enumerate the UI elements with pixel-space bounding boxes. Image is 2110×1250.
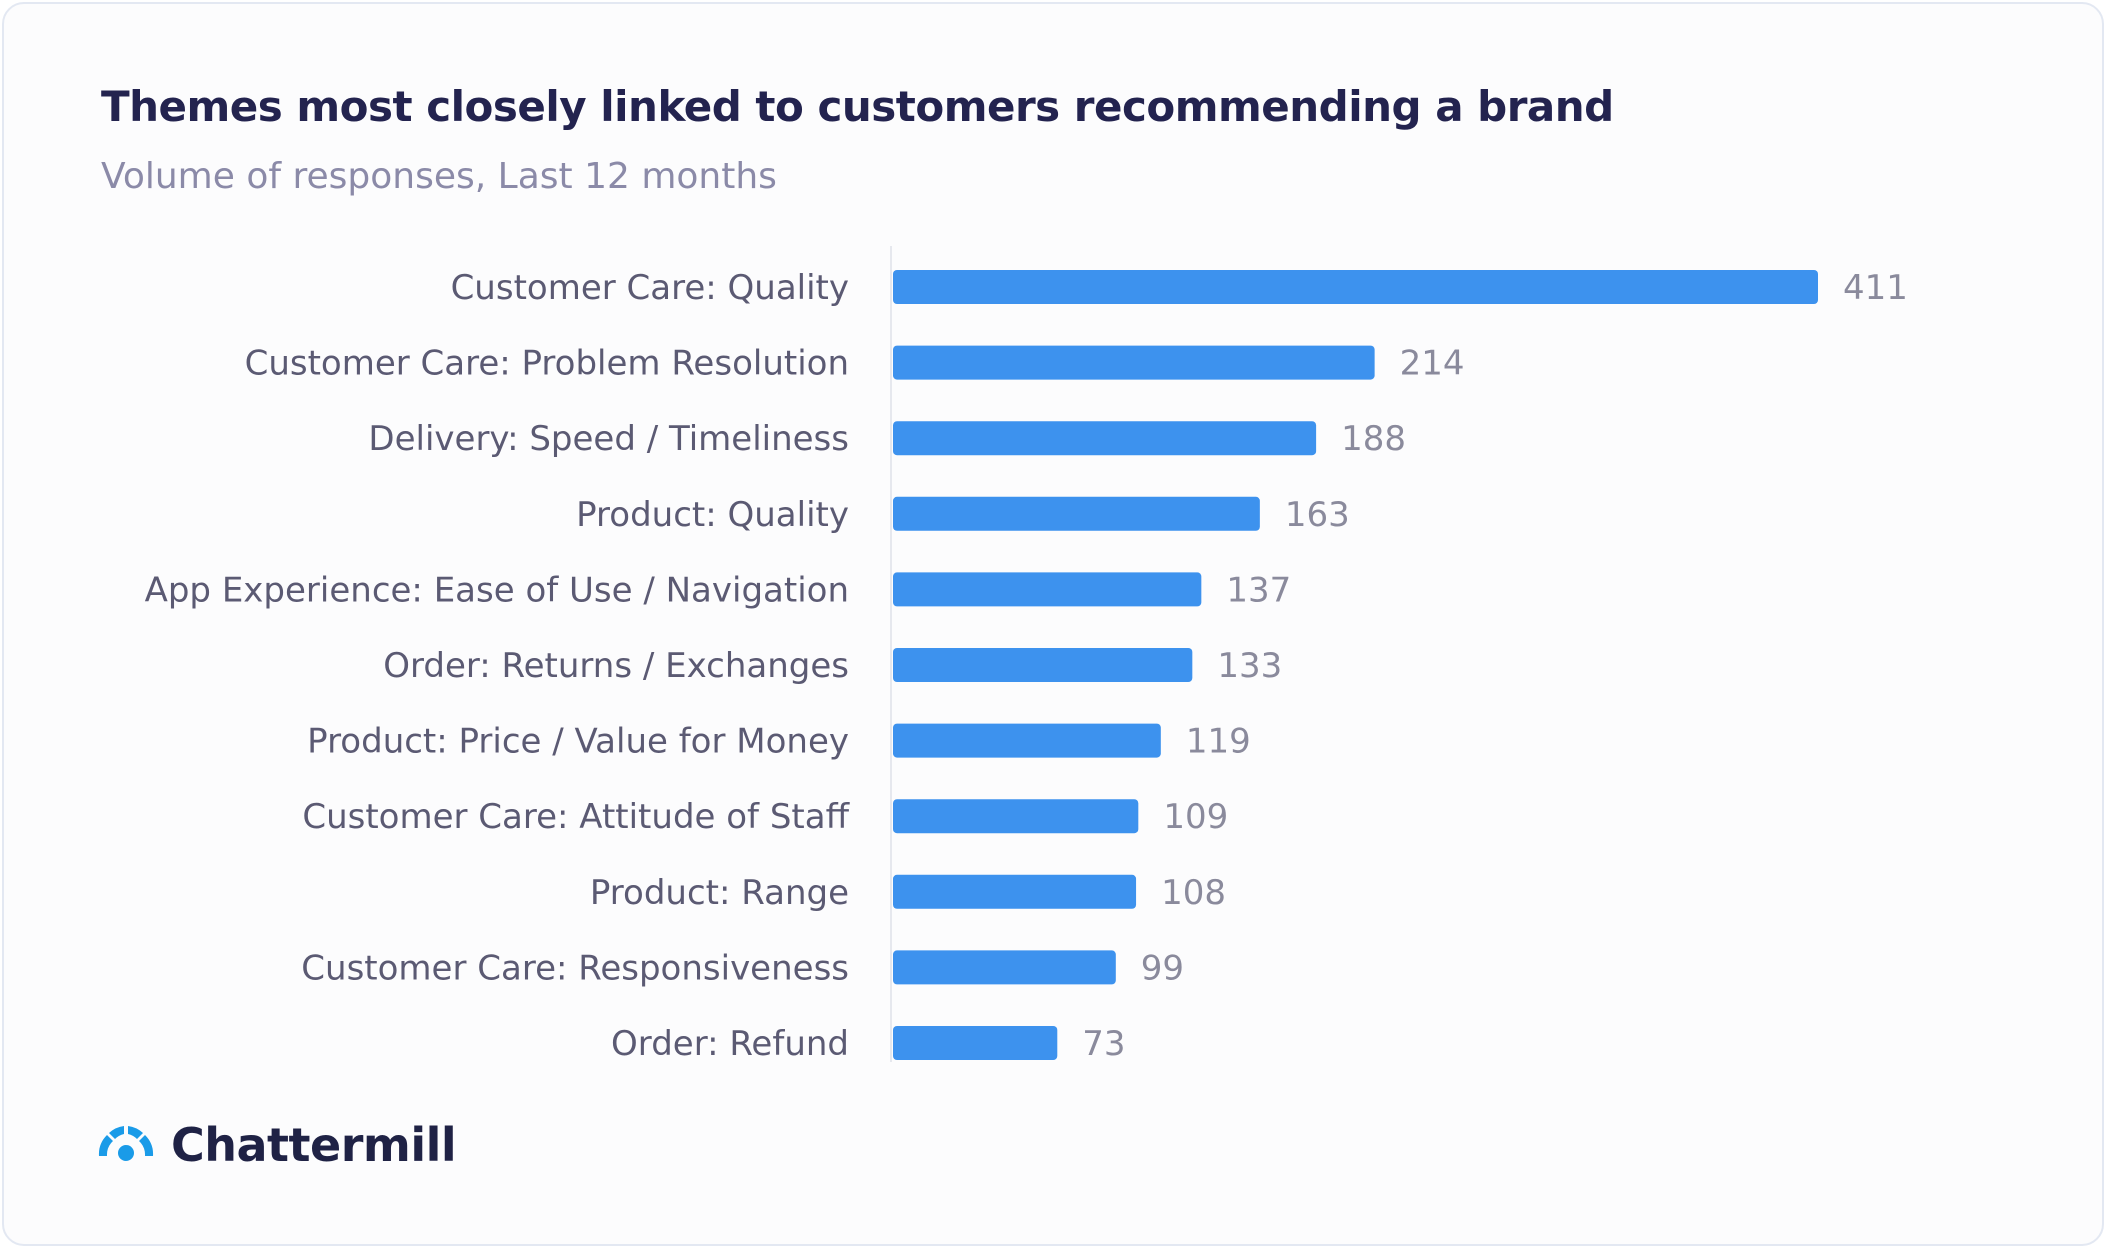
- category-label: Delivery: Speed / Timeliness: [368, 419, 849, 459]
- brand-name: Chattermill: [171, 1118, 457, 1172]
- chart-title: Themes most closely linked to customers …: [101, 82, 1614, 131]
- value-label: 137: [1226, 570, 1291, 610]
- value-label: 214: [1400, 344, 1465, 384]
- value-label: 411: [1843, 268, 1908, 308]
- brand-logo: Chattermill: [95, 1118, 457, 1172]
- bar: [893, 572, 1202, 607]
- bar: [893, 345, 1375, 380]
- value-label: 109: [1163, 797, 1228, 837]
- category-label: App Experience: Ease of Use / Navigation: [145, 570, 849, 610]
- value-label: 119: [1186, 722, 1251, 762]
- value-label: 188: [1341, 419, 1406, 459]
- chattermill-logo-icon: [98, 1126, 154, 1161]
- value-label: 73: [1082, 1024, 1125, 1064]
- value-label: 99: [1141, 948, 1184, 988]
- category-label: Product: Price / Value for Money: [307, 722, 849, 762]
- category-label: Customer Care: Problem Resolution: [245, 344, 849, 384]
- bar: [893, 874, 1137, 909]
- category-label: Product: Range: [590, 873, 849, 913]
- chart-subtitle: Volume of responses, Last 12 months: [101, 156, 777, 197]
- category-label: Customer Care: Attitude of Staff: [302, 797, 850, 837]
- category-label: Product: Quality: [576, 495, 849, 535]
- bar: [893, 1026, 1058, 1060]
- value-label: 163: [1285, 495, 1350, 535]
- bar: [893, 496, 1260, 531]
- bar: [893, 421, 1317, 456]
- category-label: Order: Refund: [611, 1024, 849, 1064]
- value-label: 133: [1217, 646, 1282, 686]
- category-label: Customer Care: Responsiveness: [301, 948, 849, 988]
- category-label: Customer Care: Quality: [451, 268, 849, 308]
- bar: [893, 648, 1193, 682]
- category-label: Order: Returns / Exchanges: [383, 646, 849, 686]
- bar: [893, 799, 1139, 834]
- bar: [893, 723, 1161, 758]
- value-label: 108: [1161, 873, 1226, 913]
- bar: [893, 270, 1818, 304]
- bar: [893, 950, 1116, 985]
